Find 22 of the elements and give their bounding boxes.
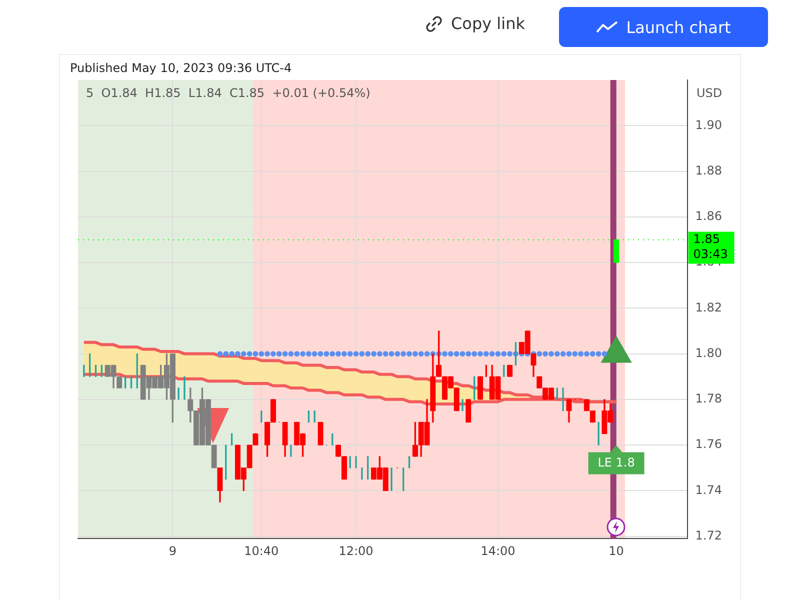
y-tick-label: 1.82 (695, 300, 722, 314)
x-tick-label: 12:00 (338, 544, 374, 558)
y-tick-label: 1.74 (695, 482, 722, 497)
text: Launch chart (626, 18, 731, 36)
annotation: LE 1.8 (598, 455, 635, 470)
text: 03:43 (693, 246, 728, 261)
y-axis-title: USD (696, 86, 722, 100)
chart-subtitle: Published May 10, 2023 09:36 UTC-4 (70, 61, 292, 75)
x-tick-label: 14:00 (480, 544, 516, 558)
x-tick-label: 9 (168, 544, 176, 558)
y-tick-label: 1.90 (695, 118, 722, 132)
text: 5 O1.84 H1.85 L1.84 C1.85 +0.01 (+0.54%) (86, 86, 370, 100)
y-tick-label: 1.76 (695, 437, 722, 452)
text: Copy link (451, 14, 525, 33)
x-tick-label: 10 (608, 544, 624, 558)
x-tick-label: 10:40 (244, 544, 279, 558)
y-tick-label: 1.72 (695, 528, 722, 542)
ref-line-label: 1.85 (693, 232, 720, 246)
y-tick-label: 1.86 (695, 209, 722, 224)
y-tick-label: 1.88 (695, 163, 722, 178)
y-tick-label: 1.80 (695, 346, 722, 360)
y-tick-label: 1.78 (695, 392, 722, 406)
